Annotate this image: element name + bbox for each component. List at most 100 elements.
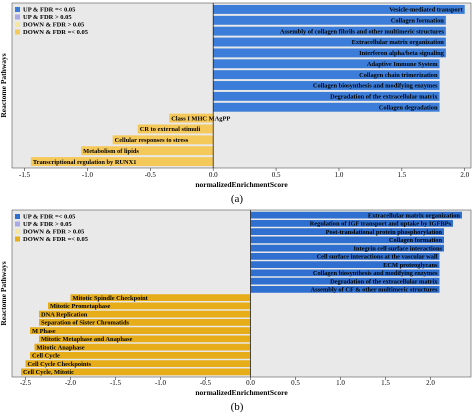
bar [30,351,251,359]
bar-label: Collagen degradation [379,104,438,111]
bar-label: Cellular responses to stress [115,137,189,144]
bar [250,261,440,269]
bar [112,135,214,145]
x-tick-label: 2.0 [460,171,469,179]
x-tick-label: -1.0 [155,379,167,387]
bar-label: Transcriptional regulation by RUNX1 [33,159,137,166]
bar-label: Post-translational protein phosphorylati… [326,229,443,236]
bar [213,26,446,36]
bar-label: ECM proteoglycans [383,262,438,269]
bar [81,146,214,156]
bar [213,4,465,14]
bar [213,91,440,101]
x-tick-label: -1.0 [82,171,94,179]
x-tick-label: 0.0 [209,171,218,179]
bar [25,360,251,368]
legend-swatch [15,229,20,234]
bar [213,102,440,112]
y-axis-title: Reactome Pathways [0,53,8,117]
bar [39,335,251,343]
x-tick-label: -2.0 [65,379,77,387]
chart-panel-1: Vesicle-mediated transport Collagen forma… [0,2,472,205]
bar [30,157,214,167]
bar-label: Mitotic Prometaphase [50,303,111,310]
bar-label: Cell Cycle [32,353,60,360]
bar-label: Adaptive Immune System [367,61,438,68]
legend-swatch [15,22,20,27]
bar [250,252,440,260]
bar-label: Metabolism of lipids [83,148,139,155]
bar-label: Extracellular matrix organization [368,212,461,219]
bar [250,244,444,252]
bar [39,318,251,326]
y-axis-title: Reactome Pathways [0,261,8,325]
bar-label: Collagen chain trimerization [359,72,438,79]
panel-label: (b) [231,401,244,413]
bar [250,277,440,285]
x-tick-label: 1.5 [381,379,390,387]
bar-label: Mitotic Anaphase [37,344,85,351]
bar [39,310,251,318]
bar [213,59,440,69]
bar-label: DNA Replication [41,311,88,318]
legend-swatch [15,236,20,242]
x-tick-label: 1.5 [397,171,406,179]
legend-swatch [15,214,20,219]
x-axis-title: normalizedEnrichmentScore [195,180,288,189]
x-tick-label: -2.5 [20,379,32,387]
bar [21,368,251,376]
chart-panel-2: Extracellular matrix organization Regulat… [0,209,472,413]
x-tick-label: 1.0 [336,379,345,387]
bar-label: Collagen formation [389,237,443,244]
x-tick-label: -1.5 [19,171,31,179]
bar [213,81,440,90]
legend-label: DOWN & FDR > 0.05 [23,229,85,236]
bar-label: Degradation of the extracellular matrix [330,94,438,101]
bar [250,269,440,277]
legend-swatch [15,14,20,20]
bar-label: Extracellular matrix organization [352,39,445,46]
x-tick-label: 0.5 [291,379,300,387]
bar [250,228,444,236]
bar-label: Integrin cell surface interactions [353,245,442,252]
bar-label: Cell Cycle, Mitotic [23,369,74,376]
bar [213,70,440,80]
bar-label: CR to external stimuli [140,126,201,133]
bar [169,113,214,123]
bar [70,294,251,302]
legend-label: DOWN & FDR =< 0.05 [23,236,89,243]
bar-label: Collagen biosynthesis and modifying enzy… [313,83,438,90]
x-tick-label: 1.0 [335,171,344,179]
bar-label: Regulation of IGF transport and uptake b… [310,221,452,228]
bar-label: Collagen biosynthesis and modifying enzy… [313,270,438,277]
bar [213,48,446,58]
bar [250,219,453,227]
bar-label: Collagen formation [391,18,445,25]
legend-label: DOWN & FDR =< 0.05 [23,29,89,36]
legend-swatch [15,221,20,227]
x-tick-label: 0.5 [272,171,281,179]
bar [250,285,440,293]
bar-label: Degradation of the extracellular matrix [330,278,438,285]
bar [34,343,251,351]
bar-label: Vesicle-mediated transport [389,7,463,14]
bar-label: Interferon alpha/beta signaling [359,50,445,57]
legend-swatch [15,29,20,35]
x-axis-title: normalizedEnrichmentScore [195,388,288,397]
legend-label: UP & FDR > 0.05 [23,14,72,21]
legend-label: UP & FDR =< 0.05 [23,7,76,14]
legend-swatch [15,7,20,12]
bar [48,302,251,310]
bar-label: Cell Cycle Checkpoints [28,361,92,368]
x-tick-label: 2.0 [426,379,435,387]
bar [213,37,446,47]
bar [250,236,444,244]
legend-label: UP & FDR > 0.05 [23,221,72,228]
bar-label: Mitotic Metaphase and Anaphase [41,336,133,343]
legend-label: UP & FDR =< 0.05 [23,214,76,221]
bar-label: Cell surface interactions at the vascula… [317,254,438,261]
